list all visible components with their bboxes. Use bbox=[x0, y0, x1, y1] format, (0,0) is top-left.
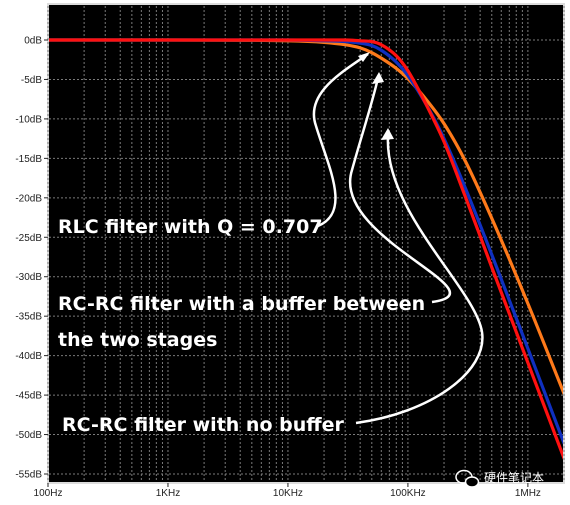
x-tick-label: 1MHz bbox=[515, 488, 541, 499]
y-tick-label: -5dB bbox=[21, 75, 42, 86]
watermark-text: 硬件笔记本 bbox=[484, 470, 544, 485]
y-axis: 0dB -5dB -10dB -15dB -20dB -25dB -30dB -35dB -40… bbox=[15, 36, 48, 481]
y-tick-label: -50dB bbox=[15, 430, 42, 441]
y-tick-label: -10dB bbox=[15, 114, 42, 125]
arrow-head bbox=[358, 52, 370, 62]
x-tick-label: 100KHz bbox=[390, 488, 426, 499]
y-tick-label: -40dB bbox=[15, 351, 42, 362]
y-tick-label: -15dB bbox=[15, 154, 42, 165]
x-axis: 100Hz 1KHz 10KHz 100KHz 1MHz bbox=[34, 483, 541, 499]
series-line-rlc bbox=[49, 38, 563, 460]
annotation-unbuffered: RC-RC filter with no buffer bbox=[62, 414, 345, 436]
watermark: 硬件笔记本 bbox=[455, 469, 544, 488]
x-tick-label: 100Hz bbox=[34, 488, 63, 499]
arrow-head bbox=[372, 72, 384, 84]
plot-area bbox=[47, 3, 565, 484]
y-tick-label: -55dB bbox=[15, 470, 42, 481]
annotation-buffered-line1: RC-RC filter with a buffer between bbox=[58, 293, 425, 315]
annotation-buffered-line2: the two stages bbox=[58, 329, 217, 351]
grid bbox=[47, 6, 565, 481]
y-tick-label: 0dB bbox=[24, 36, 42, 47]
y-tick-label: -45dB bbox=[15, 391, 42, 402]
annotation-arrows bbox=[312, 52, 484, 425]
x-tick-label: 1KHz bbox=[156, 488, 180, 499]
y-tick-label: -25dB bbox=[15, 233, 42, 244]
annotation-arrow-unbuffered bbox=[355, 135, 484, 425]
x-tick-label: 10KHz bbox=[273, 488, 303, 499]
y-tick-label: -20dB bbox=[15, 193, 42, 204]
annotation-rlc: RLC filter with Q = 0.707 bbox=[58, 216, 323, 238]
y-tick-label: -30dB bbox=[15, 272, 42, 283]
y-tick-label: -35dB bbox=[15, 312, 42, 323]
annotation-arrow-rlc bbox=[312, 52, 369, 228]
series-group bbox=[49, 38, 563, 460]
wechat-icon bbox=[455, 469, 480, 488]
arrow-head bbox=[381, 128, 394, 140]
annotation-arrow-buffered bbox=[348, 77, 452, 304]
